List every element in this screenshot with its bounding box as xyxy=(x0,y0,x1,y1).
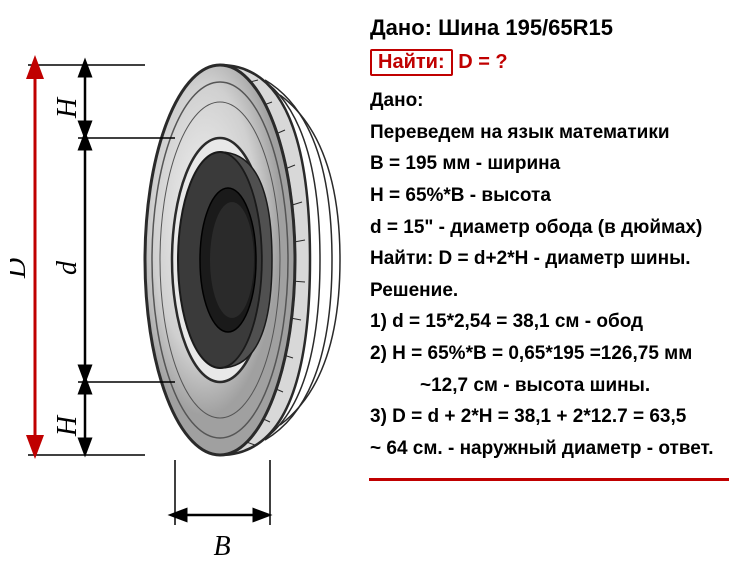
label-H-top: H xyxy=(52,96,83,119)
body-line-4: d = 15" - диаметр обода (в дюймах) xyxy=(370,215,740,241)
label-D: D xyxy=(10,258,32,279)
text-content: Дано: Шина 195/65R15 Найти: D = ? Дано: П… xyxy=(370,15,740,468)
body-line-9: ~12,7 см - высота шины. xyxy=(420,373,740,399)
label-B: B xyxy=(213,531,230,562)
title: Дано: Шина 195/65R15 xyxy=(370,15,740,41)
find-line: Найти: D = ? xyxy=(370,49,740,76)
label-H-bot: H xyxy=(52,414,83,437)
body-line-2: В = 195 мм - ширина xyxy=(370,151,740,177)
title-prefix: Дано: Шина xyxy=(370,15,505,40)
body-line-10: 3) D = d + 2*H = 38,1 + 2*12.7 = 63,5 xyxy=(370,404,740,430)
body-line-7: 1) d = 15*2,54 = 38,1 см - обод xyxy=(370,309,740,335)
tire-diagram: D d H H B xyxy=(0,0,360,570)
tire-svg: D d H H B xyxy=(10,10,360,570)
find-question: D = ? xyxy=(458,51,507,73)
body-line-0: Дано: xyxy=(370,88,740,114)
find-label: Найти: xyxy=(370,49,453,76)
label-d: d xyxy=(52,260,83,275)
body-line-8: 2) H = 65%*B = 0,65*195 =126,75 мм xyxy=(370,341,740,367)
body-line-6: Решение. xyxy=(370,278,740,304)
body-line-1: Переведем на язык математики xyxy=(370,120,740,146)
body-line-11: ~ 64 см. - наружный диаметр - ответ. xyxy=(370,436,740,462)
body-line-3: H = 65%*В - высота xyxy=(370,183,740,209)
answer-underline xyxy=(369,478,729,481)
body-line-5: Найти: D = d+2*H - диаметр шины. xyxy=(370,246,740,272)
tire-spec: 195/65R15 xyxy=(505,15,613,40)
